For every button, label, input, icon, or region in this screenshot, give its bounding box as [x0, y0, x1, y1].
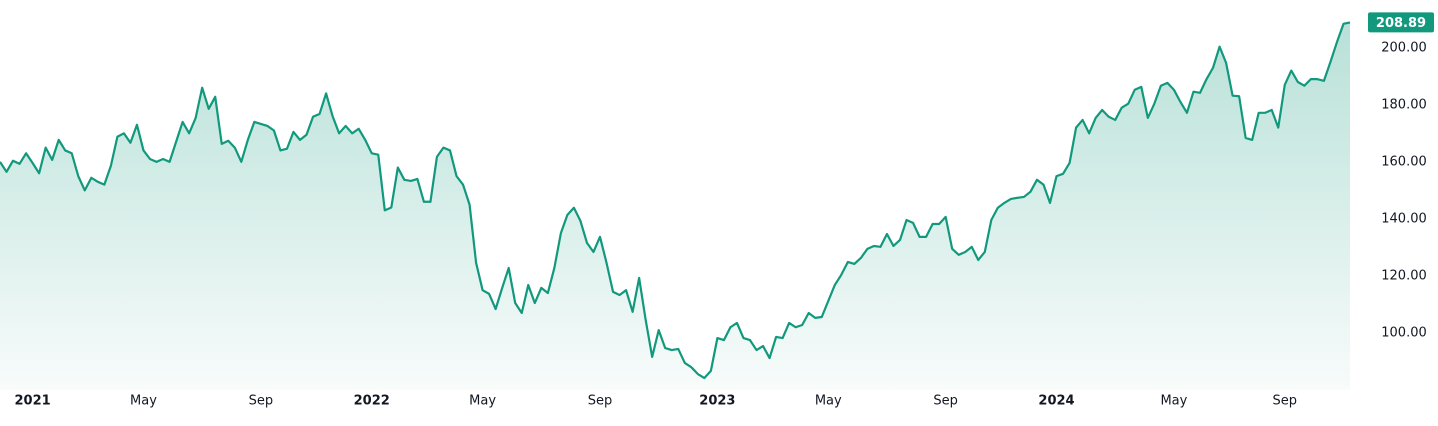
x-tick-label: May — [130, 394, 157, 409]
price-line — [0, 21, 1351, 380]
x-tick-label: May — [815, 394, 842, 409]
x-tick-label: Sep — [588, 394, 613, 409]
y-tick-label: 100.00 — [1381, 325, 1427, 340]
x-tick-label: May — [469, 394, 496, 409]
last-price-label: 208.89 — [1376, 16, 1426, 31]
y-tick-label: 160.00 — [1381, 154, 1427, 169]
x-tick-label: 2024 — [1038, 394, 1074, 409]
x-tick-label: 2022 — [354, 394, 390, 409]
area-fill — [0, 22, 1350, 390]
last-price-tag — [1368, 12, 1434, 33]
x-tick-label: Sep — [933, 394, 958, 409]
x-tick-label: Sep — [1273, 394, 1298, 409]
x-tick-label: May — [1160, 394, 1187, 409]
x-tick-label: Sep — [249, 394, 274, 409]
y-tick-label: 200.00 — [1381, 40, 1427, 55]
y-tick-label: 180.00 — [1381, 97, 1427, 112]
y-tick-label: 120.00 — [1381, 268, 1427, 283]
x-tick-label: 2021 — [15, 394, 51, 409]
x-tick-label: 2023 — [699, 394, 735, 409]
y-tick-label: 140.00 — [1381, 211, 1427, 226]
